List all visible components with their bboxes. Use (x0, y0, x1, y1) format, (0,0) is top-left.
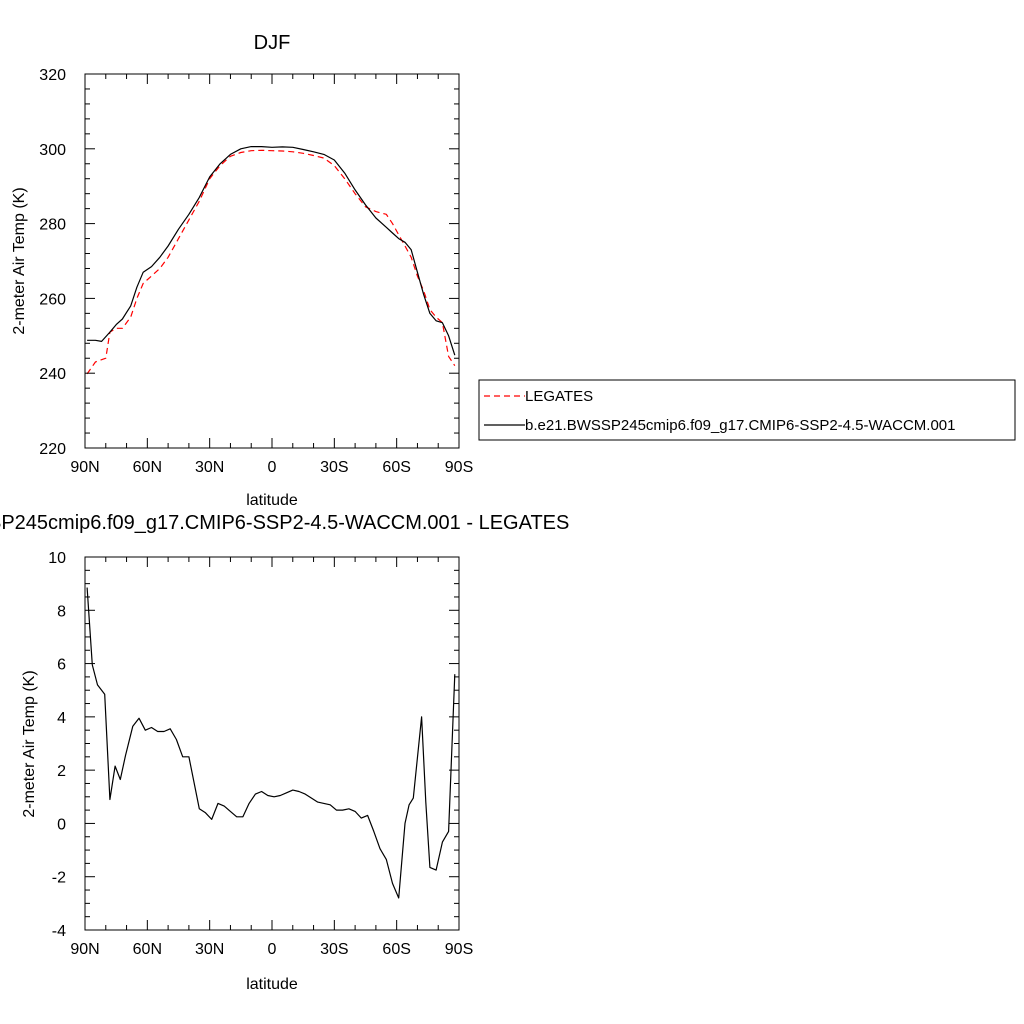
legend-box (478, 379, 1016, 441)
top-y-tick-label: 300 (39, 142, 66, 159)
bottom-plot-frame (84, 556, 460, 931)
bottom-y-tick-label: 0 (57, 816, 66, 833)
top-x-tick-label: 0 (268, 459, 277, 476)
bottom-x-axis-title: latitude (246, 976, 298, 993)
bottom-y-tick-label: -2 (52, 870, 66, 887)
top-y-tick-label: 260 (39, 291, 66, 308)
bottom-series-layer (86, 587, 456, 899)
bottom-x-tick-label: 60S (382, 941, 410, 958)
bottom-x-tick-label: 30N (195, 941, 224, 958)
top-chart-title: DJF (254, 32, 291, 54)
top-plot-frame (84, 73, 460, 449)
bottom-x-tick-label: 0 (268, 941, 277, 958)
top-x-axis-title: latitude (246, 492, 298, 509)
bottom-x-tick-label: 90N (70, 941, 99, 958)
bottom-x-tick-label: 90S (445, 941, 473, 958)
top-x-tick-label: 30N (195, 459, 224, 476)
top-y-tick-label: 240 (39, 366, 66, 383)
bottom-x-tick-label: 30S (320, 941, 348, 958)
legend-label-model: b.e21.BWSSP245cmip6.f09_g17.CMIP6-SSP2-4… (525, 417, 955, 434)
top-x-tick-label: 30S (320, 459, 348, 476)
legend: LEGATES b.e21.BWSSP245cmip6.f09_g17.CMIP… (478, 379, 1016, 441)
top-axes-layer: 90N 60N 30N 0 30S 60S 90S 220 240 260 280 300 320 (39, 67, 473, 476)
bottom-y-tick-label: 6 (57, 657, 66, 674)
bottom-chart: SSP245cmip6.f09_g17.CMIP6-SSP2-4.5-WACCM… (0, 512, 569, 993)
bottom-series-line-0 (86, 587, 456, 899)
top-y-axis-title: 2-meter Air Temp (K) (11, 187, 28, 334)
top-y-tick-label: 320 (39, 67, 66, 84)
bottom-y-tick-label: 8 (57, 603, 66, 620)
bottom-y-tick-label: 10 (48, 550, 66, 567)
bottom-y-axis-title: 2-meter Air Temp (K) (21, 670, 38, 817)
bottom-y-tick-label: 4 (57, 710, 66, 727)
top-x-tick-label: 90S (445, 459, 473, 476)
top-series-layer (86, 146, 456, 375)
bottom-x-tick-label: 60N (133, 941, 162, 958)
bottom-y-tick-label: 2 (57, 763, 66, 780)
top-series-line-0 (86, 149, 456, 375)
top-y-tick-label: 220 (39, 441, 66, 458)
top-x-tick-label: 90N (70, 459, 99, 476)
top-series-line-1 (87, 146, 456, 356)
top-y-tick-label: 280 (39, 217, 66, 234)
top-x-tick-label: 60N (133, 459, 162, 476)
top-x-tick-label: 60S (382, 459, 410, 476)
top-chart: DJF 90N 60N 30N 0 30S 60S 90S 220 240 260 280 300 32… (11, 32, 1016, 509)
bottom-y-tick-label: -4 (52, 923, 66, 940)
legend-label-legates: LEGATES (525, 388, 593, 405)
bottom-chart-title: SSP245cmip6.f09_g17.CMIP6-SSP2-4.5-WACCM… (0, 512, 569, 534)
bottom-axes-layer: 90N 60N 30N 0 30S 60S 90S -4 -2 0 2 4 6 8 10 (48, 550, 473, 958)
